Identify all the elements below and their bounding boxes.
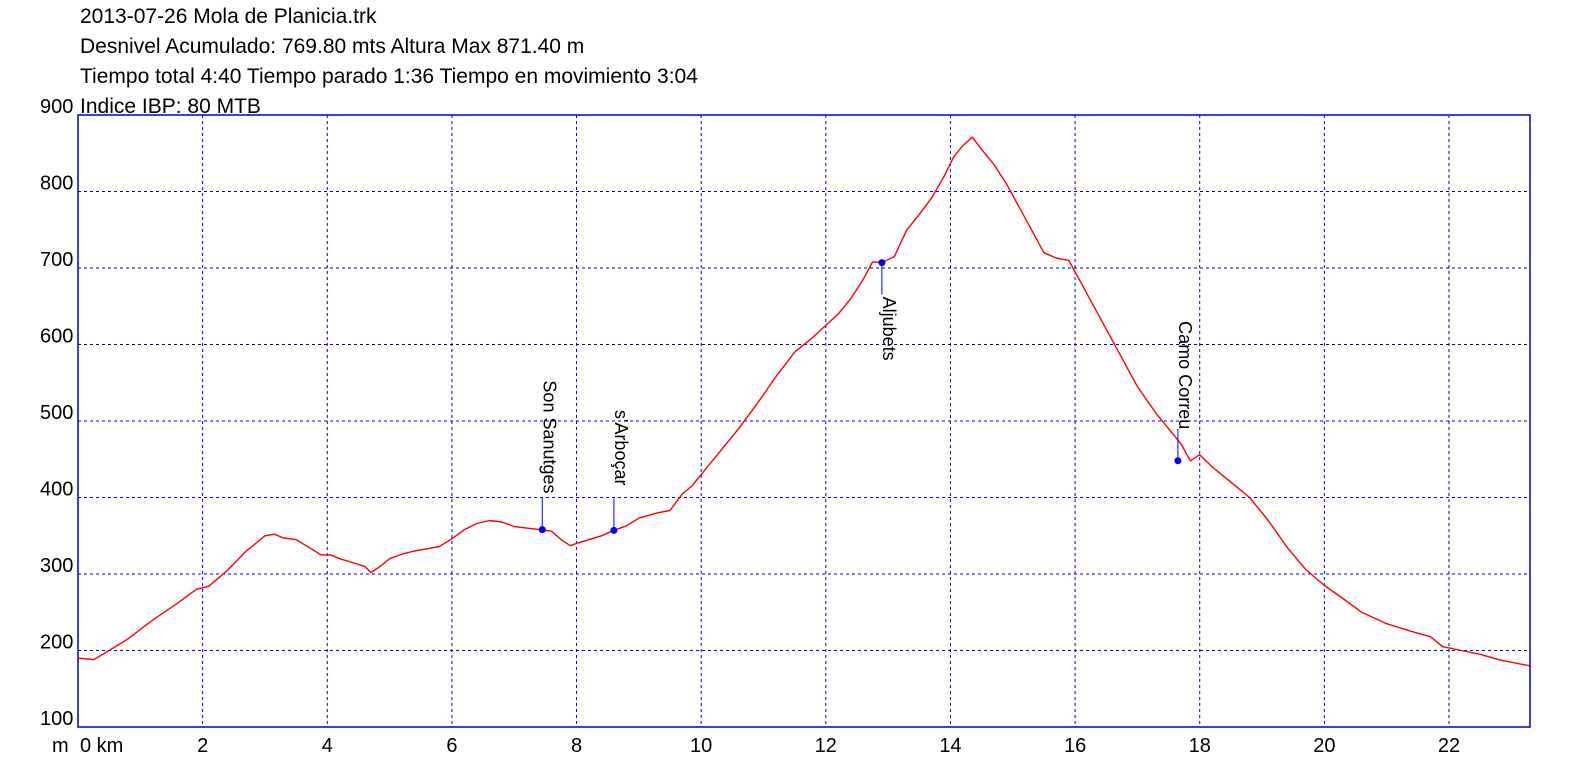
x-tick-label: 0 km [80,735,123,757]
x-tick-label: 2 [197,735,208,757]
waypoint-label: Aljubets [879,297,899,361]
x-tick-label: 4 [322,735,333,757]
chart-grid [78,115,1530,727]
y-tick-label: 700 [40,249,73,271]
x-tick-label: 22 [1438,735,1460,757]
y-tick-label: 100 [40,708,73,730]
ibp-index: Indice IBP: 80 MTB [80,95,261,118]
y-tick-label: 500 [40,402,73,424]
waypoint-label: Son Sanutges [539,380,559,493]
chart-series [77,136,1531,667]
chart-header: 2013-07-26 Mola de Planicia.trk Desnivel… [80,2,698,122]
x-tick-label: 18 [1189,735,1211,757]
x-tick-label: 16 [1064,735,1086,757]
x-tick-label: 6 [446,735,457,757]
waypoint-marker [610,526,618,534]
elevation-line [77,136,1531,667]
x-tick-label: 12 [815,735,837,757]
waypoint-marker [538,526,546,534]
chart-axes: 0 km 2 4 6 8 10 12 14 16 18 20 22 100 200 300 400 500 600… [40,96,1531,757]
x-tick-label: 8 [571,735,582,757]
waypoint-label: Camo Correu [1175,321,1195,429]
waypoint: Aljubets [878,259,899,361]
y-tick-label: 400 [40,479,73,501]
waypoint: Son Sanutges [538,380,559,534]
x-tick-label: 14 [939,735,961,757]
y-tick-label: 800 [40,173,73,195]
chart-waypoints: Son Sanutges s'Arboçar Aljubets Camo Correu [538,259,1195,534]
chart-title: 2013-07-26 Mola de Planicia.trk [80,5,377,28]
x-tick-label: 10 [690,735,712,757]
y-tick-label: 300 [40,555,73,577]
waypoint: Camo Correu [1174,321,1195,465]
waypoint-marker [1174,457,1182,465]
time-summary: Tiempo total 4:40 Tiempo parado 1:36 Tie… [80,65,698,88]
y-tick-label: 200 [40,632,73,654]
x-tick-label: 20 [1313,735,1335,757]
waypoint-marker [878,259,886,267]
elevation-summary: Desnivel Acumulado: 769.80 mts Altura Ma… [80,35,585,58]
waypoint-label: s'Arboçar [611,410,631,485]
waypoint: s'Arboçar [610,410,631,534]
y-tick-label: 600 [40,326,73,348]
y-tick-label: 900 [40,96,73,118]
plot-frame [77,114,1531,728]
y-unit-label: m [52,735,69,757]
